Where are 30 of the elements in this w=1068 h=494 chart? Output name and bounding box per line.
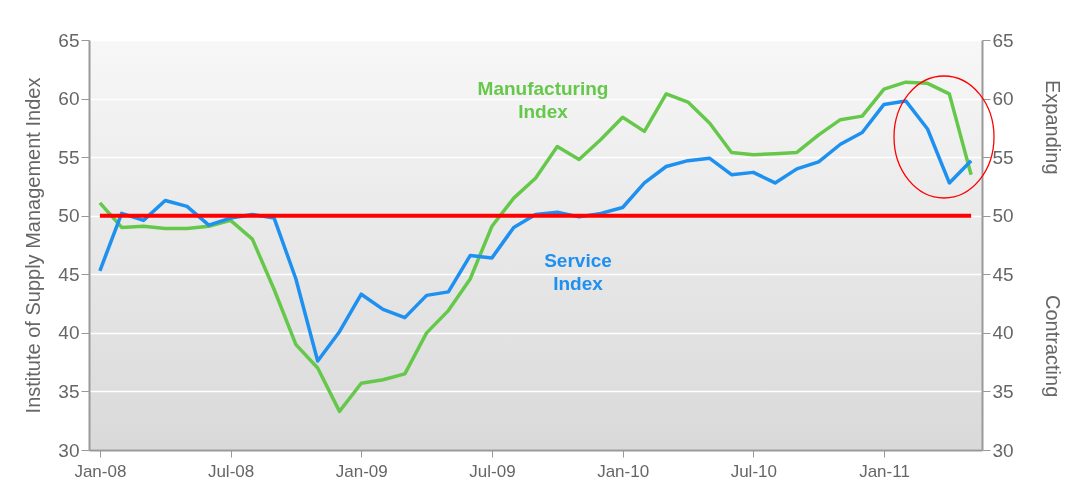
y2-tick-label: 55 <box>992 146 1014 168</box>
x-tick-label: Jan-11 <box>859 461 910 481</box>
line-series <box>98 99 973 363</box>
y2-tick-label: 35 <box>992 380 1014 402</box>
y2-tick-label: 45 <box>992 263 1014 285</box>
y-tick-label: 30 <box>58 439 80 461</box>
y-tick-label: 55 <box>58 146 80 168</box>
y-tick-label: 35 <box>58 380 80 402</box>
x-tick-label: Jul-09 <box>469 461 516 481</box>
x-tick-label: Jan-09 <box>335 461 388 481</box>
line-series <box>98 80 973 414</box>
text: Contracting <box>1042 295 1064 398</box>
series-label: Service Index <box>544 250 612 294</box>
x-tick-label: Jan-08 <box>74 461 127 481</box>
y-tick-label: 65 <box>58 29 80 51</box>
x-tick-label: Jul-10 <box>730 461 777 481</box>
series-label: Manufacturing Index <box>477 78 609 122</box>
y-tick-label: 40 <box>58 322 80 344</box>
y2-tick-label: 50 <box>992 205 1014 227</box>
y-tick-label: 50 <box>58 205 80 227</box>
y2-tick-label: 60 <box>992 88 1014 110</box>
y2-tick-label: 40 <box>992 322 1014 344</box>
x-tick-label: Jan-10 <box>597 461 650 481</box>
x-tick-label: Jul-08 <box>207 461 255 481</box>
y-axis-title: Institute of Supply Management Index <box>22 77 45 414</box>
text: Expanding <box>1042 80 1064 175</box>
y-tick-label: 60 <box>58 88 80 110</box>
y2-tick-label: 65 <box>992 29 1014 51</box>
y2-tick-label: 30 <box>992 439 1014 461</box>
y-tick-label: 45 <box>58 263 80 285</box>
